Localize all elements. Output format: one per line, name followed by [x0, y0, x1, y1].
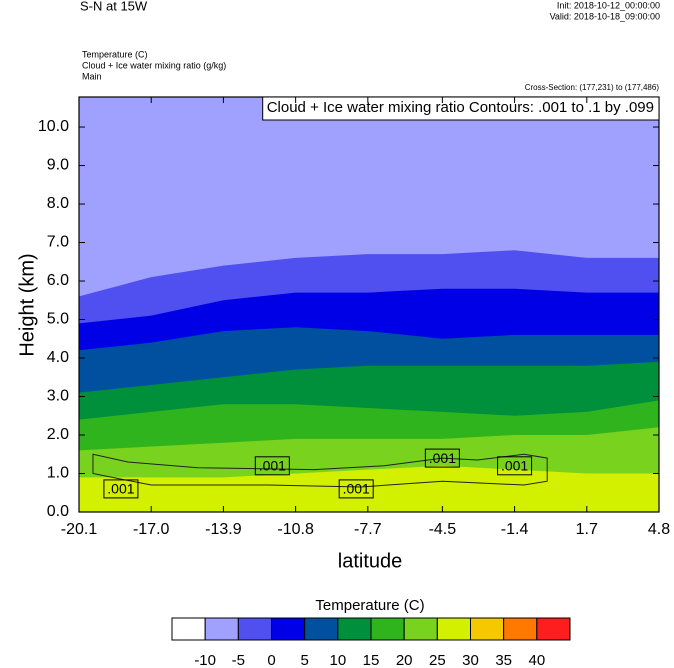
colorbar-label: 35 [495, 652, 512, 668]
colorbar-label: 25 [429, 652, 446, 668]
cross-section: Cross-Section: (177,231) to (177,486) [525, 83, 660, 92]
field-label: Cloud + Ice water mixing ratio (g/kg) [82, 60, 226, 70]
contour-label-box [424, 448, 460, 468]
field-label: Main [82, 71, 102, 81]
chart-title: S-N at 15W [80, 0, 148, 13]
colorbar-box [271, 617, 306, 641]
init-time: Init: 2018-10-12_00:00:00 [557, 0, 660, 10]
y-tick-label: 2.0 [47, 426, 69, 443]
colorbar-title: Temperature (C) [315, 597, 424, 614]
y-tick-label: 4.0 [47, 349, 69, 366]
y-tick-label: 8.0 [47, 195, 69, 212]
y-tick-label: 7.0 [47, 234, 69, 251]
colorbar-box [503, 617, 538, 641]
x-tick-label: -13.9 [205, 521, 242, 538]
colorbar-label: 10 [329, 652, 346, 668]
valid-time: Valid: 2018-10-18_09:00:00 [550, 11, 660, 21]
y-tick-label: 6.0 [47, 272, 69, 289]
y-tick-label: 0.0 [47, 503, 69, 520]
colorbar-label: 30 [462, 652, 479, 668]
contour-label-box [497, 456, 533, 476]
colorbar-box [536, 617, 571, 641]
colorbar-label: 20 [396, 652, 413, 668]
colorbar-label: 5 [300, 652, 308, 668]
colorbar-box [171, 617, 206, 641]
contour-label: .001 [107, 481, 134, 497]
contour-label: .001 [501, 458, 528, 474]
colorbar-label: 40 [528, 652, 545, 668]
contour-info-box [262, 96, 660, 121]
y-tick-label: 10.0 [38, 118, 69, 135]
colorbar-box [337, 617, 372, 641]
x-tick-label: -20.1 [61, 521, 98, 538]
y-tick-label: 9.0 [47, 157, 69, 174]
cloud-contour [92, 453, 548, 488]
x-tick-label: 4.8 [648, 521, 670, 538]
contour-info: Cloud + Ice water mixing ratio Contours:… [267, 99, 654, 116]
colorbar-box [436, 617, 472, 641]
colorbar-box [304, 617, 339, 641]
contour-label-box [254, 456, 290, 476]
x-tick-label: -17.0 [133, 521, 170, 538]
contour-label-box [338, 479, 374, 499]
x-tick-label: -10.8 [277, 521, 314, 538]
colorbar-box [370, 617, 405, 641]
colorbar-box [204, 617, 239, 641]
colorbar-label: 0 [267, 652, 275, 668]
band [79, 97, 659, 297]
colorbar-box [403, 617, 438, 641]
colorbar-box [237, 617, 272, 641]
contour-label: .001 [259, 458, 286, 474]
y-tick-label: 1.0 [47, 465, 69, 482]
y-tick-label: 3.0 [47, 388, 69, 405]
field-label: Temperature (C) [82, 49, 148, 59]
contour-label-box [103, 479, 139, 499]
y-axis-label: Height (km) [16, 253, 38, 356]
colorbar-label: -5 [232, 652, 245, 668]
x-tick-label: -4.5 [429, 521, 457, 538]
x-axis-label: latitude [338, 550, 403, 572]
x-tick-label: -1.4 [501, 521, 529, 538]
contour-label: .001 [343, 481, 370, 497]
x-tick-label: -7.7 [354, 521, 382, 538]
y-tick-label: 5.0 [47, 311, 69, 328]
colorbar-label: -10 [194, 652, 216, 668]
contour-label: .001 [429, 450, 456, 466]
x-tick-label: 1.7 [576, 521, 598, 538]
colorbar-box [470, 617, 505, 641]
colorbar-label: 15 [363, 652, 380, 668]
